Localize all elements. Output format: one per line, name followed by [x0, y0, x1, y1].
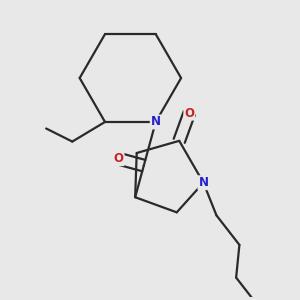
- Text: O: O: [184, 106, 194, 120]
- Text: N: N: [151, 116, 161, 128]
- Text: N: N: [198, 176, 208, 189]
- Text: O: O: [114, 152, 124, 165]
